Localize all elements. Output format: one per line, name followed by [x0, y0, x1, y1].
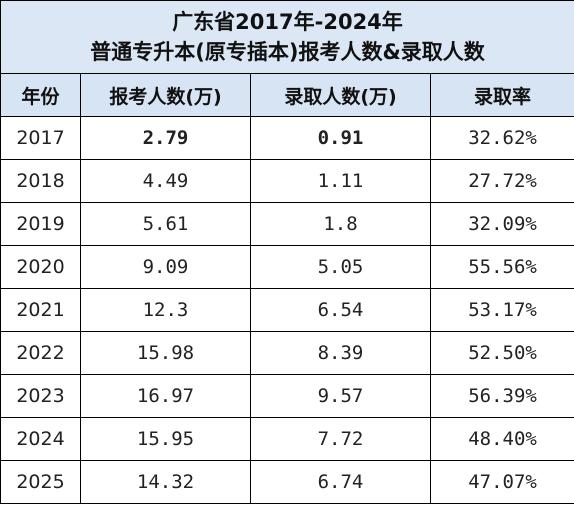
- admitted-cell: 0.91: [250, 116, 431, 160]
- rate-cell: 53.17%: [429, 288, 574, 332]
- column-header-year: 年份: [0, 73, 81, 117]
- admitted-cell: 1.8: [250, 202, 431, 246]
- table-row: 2021 12.3 6.54 53.17%: [0, 288, 574, 332]
- rate-cell: 32.09%: [429, 202, 574, 246]
- table-title: 广东省2017年-2024年 普通专升本(原专插本)报考人数&录取人数: [0, 0, 574, 74]
- table-row: 2019 5.61 1.8 32.09%: [0, 202, 574, 246]
- admitted-cell: 5.05: [250, 245, 431, 289]
- year-cell: 2017: [0, 116, 81, 160]
- applicants-cell: 15.98: [80, 331, 251, 375]
- column-header-admitted: 录取人数(万): [250, 73, 431, 117]
- rate-cell: 56.39%: [429, 374, 574, 418]
- table-title-line-1: 广东省2017年-2024年: [172, 10, 403, 34]
- year-cell: 2019: [0, 202, 81, 246]
- admitted-cell: 6.74: [250, 460, 431, 504]
- table-row: 2017 2.79 0.91 32.62%: [0, 116, 574, 160]
- rate-cell: 48.40%: [429, 417, 574, 461]
- applicants-cell: 2.79: [80, 116, 251, 160]
- rate-cell: 27.72%: [429, 159, 574, 203]
- rate-cell: 52.50%: [429, 331, 574, 375]
- year-cell: 2024: [0, 417, 81, 461]
- admitted-cell: 6.54: [250, 288, 431, 332]
- table-row: 2025 14.32 6.74 47.07%: [0, 460, 574, 504]
- rate-cell: 32.62%: [429, 116, 574, 160]
- table-row: 2020 9.09 5.05 55.56%: [0, 245, 574, 289]
- rate-cell: 47.07%: [429, 460, 574, 504]
- year-cell: 2022: [0, 331, 81, 375]
- year-cell: 2021: [0, 288, 81, 332]
- header-row: 年份 报考人数(万) 录取人数(万) 录取率: [0, 73, 574, 117]
- applicants-cell: 9.09: [80, 245, 251, 289]
- table-row: 2024 15.95 7.72 48.40%: [0, 417, 574, 461]
- applicants-cell: 4.49: [80, 159, 251, 203]
- rate-cell: 55.56%: [429, 245, 574, 289]
- column-header-applicants: 报考人数(万): [80, 73, 251, 117]
- table-title-line-2: 普通专升本(原专插本)报考人数&录取人数: [90, 40, 485, 64]
- admitted-cell: 1.11: [250, 159, 431, 203]
- admitted-cell: 8.39: [250, 331, 431, 375]
- table-row: 2018 4.49 1.11 27.72%: [0, 159, 574, 203]
- applicants-cell: 15.95: [80, 417, 251, 461]
- table-row: 2022 15.98 8.39 52.50%: [0, 331, 574, 375]
- applicants-cell: 16.97: [80, 374, 251, 418]
- table-row: 2023 16.97 9.57 56.39%: [0, 374, 574, 418]
- year-cell: 2020: [0, 245, 81, 289]
- admitted-cell: 9.57: [250, 374, 431, 418]
- column-header-rate: 录取率: [429, 73, 574, 117]
- applicants-cell: 12.3: [80, 288, 251, 332]
- admitted-cell: 7.72: [250, 417, 431, 461]
- applicants-cell: 5.61: [80, 202, 251, 246]
- applicants-cell: 14.32: [80, 460, 251, 504]
- table-body: 2017 2.79 0.91 32.62% 2018 4.49 1.11 27.72% 2019…: [0, 116, 574, 504]
- year-cell: 2023: [0, 374, 81, 418]
- year-cell: 2018: [0, 159, 81, 203]
- year-cell: 2025: [0, 460, 81, 504]
